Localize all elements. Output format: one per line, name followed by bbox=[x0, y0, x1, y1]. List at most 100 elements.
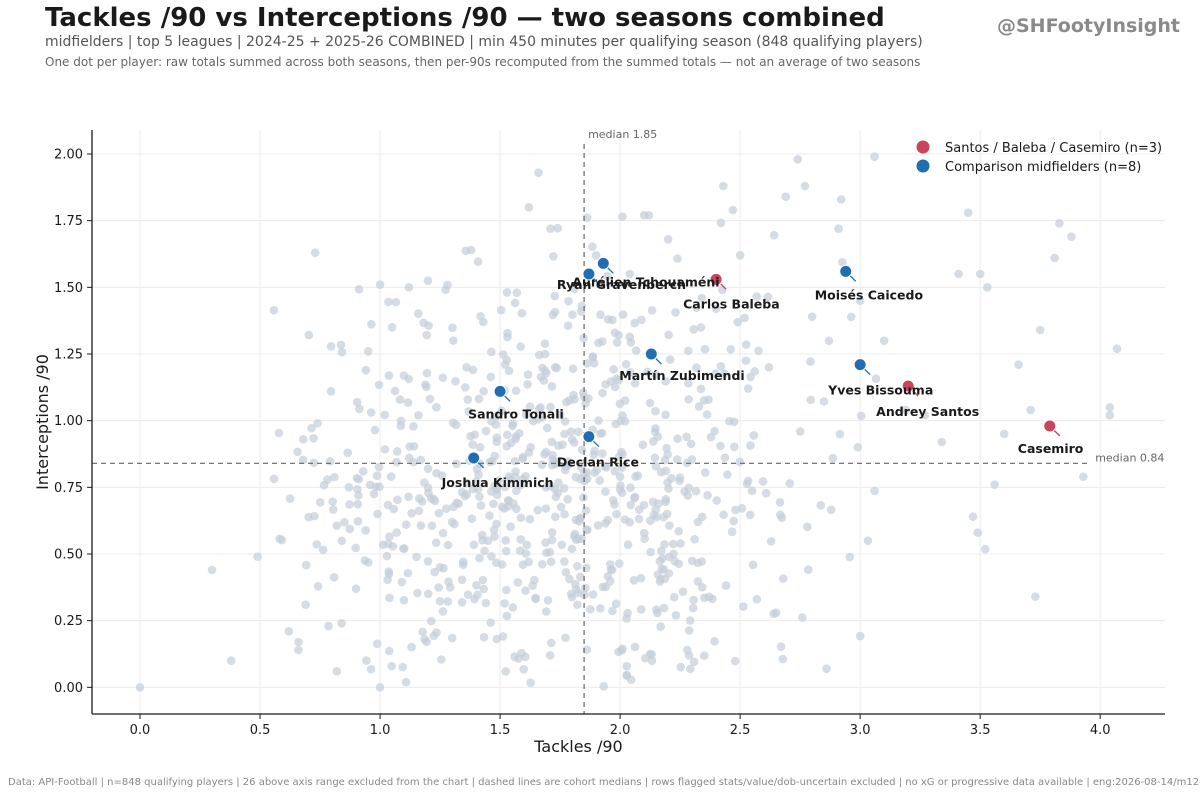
cohort-point bbox=[803, 565, 813, 575]
cohort-point bbox=[728, 205, 738, 215]
cohort-point bbox=[743, 476, 753, 486]
cohort-point bbox=[564, 296, 573, 306]
cohort-point bbox=[431, 538, 441, 548]
x-tick-label: 3.5 bbox=[970, 723, 991, 738]
cohort-point bbox=[672, 455, 682, 464]
y-tick-label: 1.00 bbox=[54, 414, 83, 429]
cohort-point bbox=[785, 479, 795, 488]
cohort-point bbox=[481, 598, 491, 608]
cohort-point bbox=[630, 318, 639, 328]
cohort-point bbox=[630, 492, 640, 502]
cohort-point bbox=[298, 455, 308, 465]
cohort-point bbox=[611, 419, 621, 429]
cohort-point bbox=[506, 522, 515, 531]
cohort-point bbox=[684, 483, 694, 493]
cohort-point bbox=[285, 494, 295, 503]
cohort-point bbox=[577, 445, 587, 455]
cohort-point bbox=[360, 556, 370, 565]
cohort-point bbox=[475, 442, 485, 452]
cohort-point bbox=[516, 513, 526, 523]
cohort-point bbox=[819, 397, 829, 406]
cohort-point bbox=[729, 516, 738, 526]
cohort-point bbox=[576, 572, 585, 582]
cohort-point bbox=[745, 510, 755, 520]
cohort-point bbox=[1050, 253, 1059, 263]
cohort-point bbox=[403, 568, 413, 578]
cohort-point bbox=[519, 665, 529, 674]
cohort-point bbox=[645, 649, 655, 659]
cohort-point bbox=[560, 429, 569, 439]
cohort-point bbox=[487, 552, 496, 561]
legend: Santos / Baleba / Casemiro (n=3) Comparis… bbox=[916, 140, 1162, 175]
cohort-point bbox=[674, 527, 683, 536]
cohort-point bbox=[516, 342, 525, 351]
cohort-point bbox=[699, 651, 709, 660]
cohort-point bbox=[826, 505, 836, 515]
cohort-point bbox=[336, 340, 346, 350]
cohort-point bbox=[517, 308, 527, 318]
cohort-point bbox=[325, 457, 335, 466]
x-tick-label: 1.5 bbox=[490, 723, 511, 738]
cohort-point bbox=[438, 607, 448, 616]
cohort-point bbox=[608, 606, 617, 616]
cohort-point bbox=[340, 518, 349, 527]
cohort-point bbox=[720, 369, 729, 378]
cohort-point bbox=[407, 508, 416, 518]
cohort-point bbox=[545, 651, 555, 660]
cohort-point bbox=[599, 681, 609, 691]
cohort-point bbox=[999, 429, 1009, 439]
cohort-point bbox=[691, 486, 701, 496]
cohort-point bbox=[652, 512, 661, 522]
cohort-point bbox=[457, 575, 467, 585]
cohort-point bbox=[449, 502, 458, 512]
cohort-point bbox=[512, 288, 522, 297]
cohort-point bbox=[403, 398, 413, 407]
cohort-point bbox=[479, 584, 489, 594]
cohort-point bbox=[468, 365, 478, 375]
cohort-point bbox=[684, 395, 693, 404]
cohort-point bbox=[399, 371, 409, 380]
cohort-point bbox=[537, 559, 547, 569]
cohort-point bbox=[385, 532, 394, 541]
cohort-point bbox=[651, 406, 660, 416]
cohort-point bbox=[313, 419, 322, 428]
highlight-point bbox=[467, 451, 481, 465]
cohort-point bbox=[1112, 344, 1122, 353]
cohort-point bbox=[706, 432, 716, 442]
cohort-point bbox=[569, 438, 579, 447]
cohort-point bbox=[733, 317, 743, 327]
cohort-point bbox=[353, 516, 363, 526]
cohort-point bbox=[573, 561, 582, 571]
cohort-point bbox=[750, 367, 760, 376]
cohort-point bbox=[511, 434, 520, 444]
cohort-point bbox=[920, 411, 930, 420]
cohort-point bbox=[660, 455, 670, 465]
cohort-point bbox=[445, 583, 455, 592]
cohort-point bbox=[588, 590, 598, 599]
cohort-point bbox=[547, 535, 557, 545]
cohort-point bbox=[685, 616, 695, 625]
cohort-point bbox=[345, 524, 355, 534]
cohort-point bbox=[407, 642, 416, 652]
cohort-point bbox=[504, 472, 514, 481]
cohort-point bbox=[420, 478, 429, 487]
cohort-point bbox=[207, 565, 217, 575]
highlight-point bbox=[839, 264, 853, 278]
cohort-point bbox=[720, 453, 730, 462]
cohort-point bbox=[498, 632, 508, 641]
cohort-point bbox=[621, 359, 631, 369]
cohort-point bbox=[489, 499, 498, 509]
cohort-point bbox=[423, 276, 433, 285]
cohort-point bbox=[351, 543, 360, 553]
cohort-point bbox=[528, 581, 537, 590]
cohort-point bbox=[662, 443, 671, 453]
cohort-point bbox=[686, 439, 696, 449]
cohort-point bbox=[716, 361, 726, 371]
cohort-point bbox=[834, 224, 843, 233]
cohort-point bbox=[393, 495, 402, 505]
cohort-point bbox=[661, 410, 670, 420]
cohort-point bbox=[606, 565, 616, 574]
cohort-point bbox=[752, 292, 761, 301]
cohort-point bbox=[468, 440, 478, 449]
cohort-point bbox=[367, 319, 376, 329]
